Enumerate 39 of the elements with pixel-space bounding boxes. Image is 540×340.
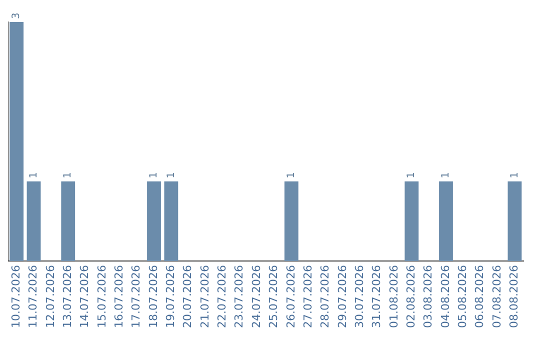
x-tick-label: 06.08.2026 (473, 265, 486, 328)
x-tick-label: 25.07.2026 (267, 265, 280, 328)
x-tick-label: 03.08.2026 (422, 265, 435, 328)
x-tick-label: 16.07.2026 (112, 265, 126, 328)
x-tick-label: 14.07.2026 (78, 265, 92, 328)
x-tick-label: 29.07.2026 (336, 265, 349, 328)
x-tick-label: 21.07.2026 (198, 265, 212, 328)
data-label: 1 (406, 172, 418, 178)
x-tick-label: 17.07.2026 (130, 265, 143, 328)
x-tick-label: 13.07.2026 (60, 265, 74, 328)
data-label: 3 (11, 12, 22, 19)
x-tick-label: 28.07.2026 (318, 265, 332, 328)
x-tick-label: 10.07.2026 (9, 265, 22, 328)
x-tick-label: 07.08.2026 (490, 265, 504, 328)
data-label: 1 (166, 172, 177, 178)
x-tick-label: 20.07.2026 (181, 265, 194, 328)
data-label: 1 (62, 172, 74, 178)
x-tick-label: 24.07.2026 (250, 265, 263, 328)
x-tick-label: 27.07.2026 (301, 265, 314, 328)
data-label: 1 (509, 172, 520, 178)
x-tick-label: 02.08.2026 (404, 265, 418, 328)
x-tick-label: 12.07.2026 (44, 265, 57, 328)
x-tick-label: 19.07.2026 (164, 265, 178, 328)
x-tick-label: 22.07.2026 (216, 265, 229, 328)
x-tick-label: 01.08.2026 (387, 265, 400, 328)
data-label: 1 (440, 172, 452, 178)
x-tick-label: 23.07.2026 (232, 265, 246, 328)
x-tick-label: 31.07.2026 (370, 265, 384, 328)
x-tick-label: 15.07.2026 (95, 265, 108, 328)
x-tick-label: 18.07.2026 (146, 265, 160, 328)
x-tick-label: 08.08.2026 (508, 265, 521, 328)
x-tick-label: 30.07.2026 (352, 265, 366, 328)
x-tick-label: 05.08.2026 (456, 265, 470, 328)
x-tick-label: 11.07.2026 (26, 265, 40, 328)
x-tick-label: 04.08.2026 (438, 265, 452, 328)
data-label: 1 (148, 172, 160, 178)
data-label: 1 (286, 172, 297, 178)
data-label: 1 (28, 172, 40, 178)
x-tick-label: 26.07.2026 (284, 265, 298, 328)
